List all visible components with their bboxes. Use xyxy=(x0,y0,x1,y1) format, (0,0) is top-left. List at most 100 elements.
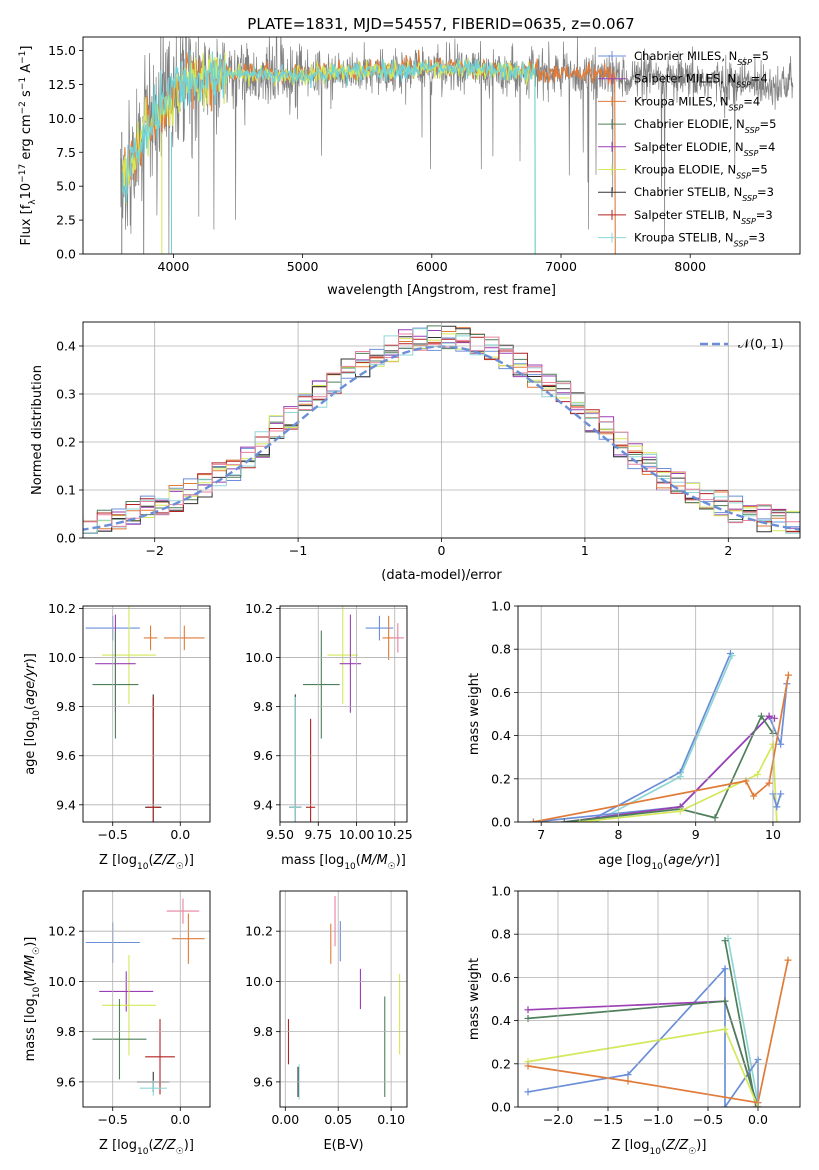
label-part: age/yr xyxy=(668,853,711,868)
x-tick-label: 9.75 xyxy=(304,827,332,842)
legend-label: Chabrier MILES, NSSP=5 xyxy=(634,49,769,67)
y-tick-label: 9.8 xyxy=(253,1024,273,1039)
plot-area xyxy=(529,650,792,822)
y-tick-label: 9.8 xyxy=(253,699,273,714)
x-axis-label: age [log10(age/yr)] xyxy=(598,853,720,872)
label-part: )] xyxy=(23,653,38,663)
mass-weight-point xyxy=(711,814,719,822)
x-tick-label: −0.5 xyxy=(98,1112,128,1127)
mass-weight-point xyxy=(750,792,758,800)
age-vs-z-panel: −0.5 0.09.49.69.810.010.2Z [log10(Z/Z☉)]a… xyxy=(23,601,211,872)
label-part: mass [log xyxy=(23,998,38,1061)
legend-label: Kroupa MILES, NSSP=4 xyxy=(634,94,760,112)
label-part: ☉ xyxy=(32,947,42,955)
mass-weight-point xyxy=(757,712,765,720)
y-tick-label: 0.2 xyxy=(56,435,76,450)
mass-weight-point xyxy=(777,740,785,748)
label-part: Z/Z xyxy=(153,1138,177,1153)
legend-label-tail: =4 xyxy=(751,72,768,86)
x-tick-label: −1 xyxy=(289,543,307,558)
mass-weight-line xyxy=(564,715,775,822)
figure-title: PLATE=1831, MJD=54557, FIBERID=0635, z=0… xyxy=(247,15,634,33)
y-axis-label: mass weight xyxy=(467,673,482,755)
y-tick-label: 9.6 xyxy=(253,748,273,763)
x-tick-label: 9 xyxy=(692,827,700,842)
x-tick-label: 7 xyxy=(537,827,545,842)
mass-weight-line xyxy=(527,966,759,1107)
y-tick-label: 0.8 xyxy=(491,642,511,657)
legend-label-sub: SSP xyxy=(734,239,749,248)
label-part: Z [log xyxy=(99,853,137,868)
y-tick-label: 10.0 xyxy=(48,650,76,665)
y-tick-label: 9.4 xyxy=(56,797,76,812)
legend-label-name: Chabrier STELIB, N xyxy=(634,185,742,199)
legend-label-tail: =5 xyxy=(760,117,777,131)
legend-label-sub: SSP xyxy=(742,194,757,203)
y-tick-label: 0.4 xyxy=(491,728,511,743)
label-part: s xyxy=(19,90,34,101)
x-axis-label: mass [log10(M/M☉)] xyxy=(281,853,406,872)
mass-vs-z-panel: −0.5 0.09.69.810.010.2Z [log10(Z/Z☉)]mass… xyxy=(23,890,211,1157)
x-axis-label: E(B-V) xyxy=(323,1138,363,1153)
legend-label: Chabrier STELIB, NSSP=3 xyxy=(634,185,774,203)
y-tick-label: 0.8 xyxy=(491,927,511,942)
axes-frame xyxy=(82,321,801,539)
label-part: −1 xyxy=(18,51,28,64)
y-axis-label: mass [log10(M/M☉)] xyxy=(23,937,42,1062)
mass-weight-point xyxy=(560,818,568,822)
mass-weight-point xyxy=(773,818,781,822)
y-tick-label: 9.8 xyxy=(56,1024,76,1039)
x-tick-label: 0.0 xyxy=(170,827,190,842)
legend-label-sub: SSP xyxy=(745,126,760,135)
y-tick-label: 9.6 xyxy=(56,1074,76,1089)
spectrum-panel: 4000 5000 6000 7000 8000 0.0 2.5 5.0 7.5 10.0 12.5… xyxy=(18,36,801,298)
legend-label-tail: =5 xyxy=(751,163,768,177)
label-part: M/M xyxy=(23,955,38,982)
x-tick-label: 8 xyxy=(614,827,622,842)
mass-vs-ebv-panel: 0.00 0.05 0.10 9.6 9.8 10.0 10.2 E(B-V) xyxy=(245,890,408,1153)
y-tick-label: 0.0 xyxy=(491,1100,511,1115)
axes-frame xyxy=(279,890,408,1108)
x-tick-label: −1.0 xyxy=(643,1112,673,1127)
mass-weight-point xyxy=(754,770,762,778)
x-axis-label: Z [log10(Z/Z☉)] xyxy=(99,1138,194,1157)
x-tick-label: 0.00 xyxy=(271,1112,299,1127)
mass-weight-point xyxy=(771,714,779,722)
mass-weight-point xyxy=(576,818,584,822)
legend-label-name: Salpeter STELIB, N xyxy=(634,208,741,222)
x-tick-label: 2 xyxy=(724,543,732,558)
mass-weight-line xyxy=(527,1000,759,1107)
label-part: ] xyxy=(19,46,34,51)
x-tick-label: −1.5 xyxy=(593,1112,623,1127)
mass-weight-point xyxy=(784,671,792,679)
model-spectrum-line xyxy=(121,50,536,254)
label-part: ( xyxy=(148,853,153,868)
label-part: )] xyxy=(396,853,406,868)
axes-frame xyxy=(517,605,801,823)
y-tick-label: 1.0 xyxy=(491,884,511,899)
y-tick-label: 10.2 xyxy=(245,924,273,939)
label-part: Z/Z xyxy=(665,1138,689,1153)
label-part: 10 xyxy=(649,1147,661,1157)
mass-weight-line xyxy=(533,674,790,822)
y-axis-label: mass weight xyxy=(467,958,482,1040)
y-tick-label: 0.2 xyxy=(491,1056,511,1071)
mass-weight-point xyxy=(624,1077,632,1085)
label-part: A xyxy=(19,64,34,77)
label-part: ( xyxy=(356,853,361,868)
y-tick-label: 12.5 xyxy=(48,77,76,92)
mass-weight-point xyxy=(524,1088,532,1096)
label-part: 10 xyxy=(19,183,34,200)
mass-weight-point xyxy=(721,997,729,1005)
legend-label-sub: SSP xyxy=(736,80,751,89)
y-tick-label: 10.2 xyxy=(245,601,273,616)
label-part: erg cm xyxy=(19,114,34,163)
y-tick-label: 10.0 xyxy=(245,974,273,989)
x-tick-label: 9.50 xyxy=(266,827,294,842)
legend-label-tail: =3 xyxy=(756,208,773,222)
y-tick-label: 1.0 xyxy=(491,599,511,614)
label-part: ( xyxy=(663,853,668,868)
x-tick-label: 4000 xyxy=(158,259,190,274)
